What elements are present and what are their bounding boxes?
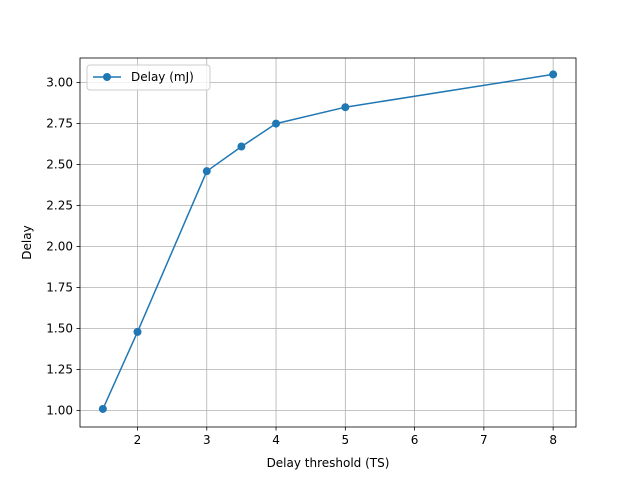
- x-tick-label: 6: [411, 433, 419, 447]
- y-tick-label: 3.00: [46, 76, 73, 90]
- data-point: [272, 119, 281, 128]
- x-tick-label: 7: [480, 433, 488, 447]
- x-axis-ticks: 2 3 4 5 6 7 8: [134, 427, 557, 447]
- y-tick-label: 2.75: [46, 117, 73, 131]
- grid-lines: [80, 58, 576, 427]
- y-tick-label: 1.75: [46, 281, 73, 295]
- x-tick-label: 8: [549, 433, 557, 447]
- data-point: [202, 167, 211, 176]
- legend-marker: [103, 73, 111, 81]
- y-tick-label: 2.25: [46, 199, 73, 213]
- x-axis-label: Delay threshold (TS): [267, 456, 390, 470]
- legend-entry-label: Delay (mJ): [131, 70, 194, 84]
- x-tick-label: 3: [203, 433, 211, 447]
- data-point: [133, 327, 142, 336]
- x-tick-label: 4: [272, 433, 280, 447]
- y-tick-label: 2.50: [46, 158, 73, 172]
- legend: Delay (mJ): [86, 64, 211, 91]
- x-tick-label: 2: [134, 433, 142, 447]
- y-tick-label: 1.00: [46, 404, 73, 418]
- y-tick-label: 1.25: [46, 363, 73, 377]
- y-tick-label: 1.50: [46, 322, 73, 336]
- data-point: [237, 142, 246, 151]
- series-line-0: [102, 73, 554, 410]
- legend-box: [86, 64, 211, 91]
- y-axis-ticks: 1.00 1.25 1.50 1.75 2.00 2.25 2.50 2.75 3.00: [46, 76, 80, 418]
- y-tick-label: 2.00: [46, 240, 73, 254]
- x-tick-label: 5: [341, 433, 349, 447]
- plot-frame: [79, 57, 577, 428]
- data-point: [341, 103, 350, 112]
- series-layer: [98, 70, 558, 413]
- data-point: [549, 70, 558, 79]
- y-axis-label: Delay: [20, 225, 34, 259]
- data-point: [98, 404, 107, 413]
